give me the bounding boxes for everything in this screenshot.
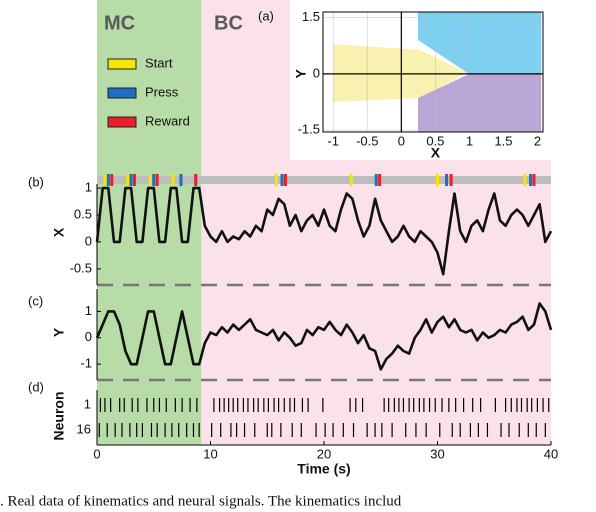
y-axis-label: Y	[51, 327, 67, 337]
x-tick-label: 10	[203, 446, 217, 461]
y-axis-label: X	[51, 227, 67, 237]
y-tick-label: 0	[85, 329, 92, 344]
x-tick-label: 20	[317, 446, 331, 461]
inset-y-tick-label: -1.5	[298, 122, 320, 137]
event-marker	[349, 174, 353, 186]
event-marker	[449, 174, 453, 186]
event-marker	[436, 174, 439, 186]
inset-y-tick-label: 1.5	[302, 9, 320, 24]
inset-x-tick-label: 1.5	[494, 133, 512, 148]
inset-x-label: X	[431, 145, 441, 161]
inset-x-tick-label: -1	[327, 133, 339, 148]
x-tick-label: 30	[430, 446, 444, 461]
y-tick-label: 1	[85, 180, 92, 195]
event-marker	[110, 174, 114, 186]
inset-x-tick-label: 0.5	[426, 133, 444, 148]
event-marker	[378, 174, 382, 186]
event-marker	[148, 174, 152, 186]
y-tick-label: -0.5	[70, 260, 92, 275]
event-marker	[103, 174, 107, 186]
panel-b-label: (b)	[28, 174, 44, 189]
event-marker	[274, 174, 278, 186]
event-marker	[126, 174, 130, 186]
mc-label: MC	[104, 12, 135, 34]
bc-label: BC	[214, 12, 243, 34]
event-marker	[374, 174, 378, 186]
panel-c-label: (c)	[28, 293, 43, 308]
y-tick-label: 0	[85, 233, 92, 248]
event-marker	[132, 174, 136, 186]
event-marker	[529, 174, 533, 186]
y-tick-label: 0.5	[74, 206, 92, 221]
start-region	[333, 44, 467, 102]
inset-x-tick-label: 1	[466, 133, 473, 148]
panel-d-label: (d)	[28, 379, 44, 394]
legend-swatch	[107, 116, 137, 128]
legend-swatch	[107, 58, 137, 70]
legend-swatch	[107, 87, 137, 99]
y-axis-label: Neuron	[51, 392, 67, 441]
row-label: 16	[77, 421, 91, 436]
event-marker	[179, 174, 183, 186]
event-marker	[194, 174, 198, 186]
event-marker	[445, 174, 449, 186]
event-bar	[97, 176, 551, 184]
inset-frame	[322, 11, 544, 133]
y-tick-label: 1	[85, 303, 92, 318]
y-tick-label: -1	[80, 356, 92, 371]
legend-label: Press	[145, 84, 179, 99]
mc-background	[97, 0, 202, 445]
inset-y-tick-label: 0	[313, 65, 320, 80]
event-marker	[280, 174, 284, 186]
inset-x-tick-label: -0.5	[356, 133, 378, 148]
row-label: 1	[84, 396, 91, 411]
event-marker	[155, 174, 159, 186]
event-marker	[106, 174, 110, 186]
x-tick-label: 40	[544, 446, 558, 461]
press-region	[418, 12, 541, 74]
reward-region	[418, 74, 541, 132]
panel-a-label: (a)	[258, 8, 274, 23]
event-marker	[523, 174, 527, 186]
event-marker	[283, 174, 287, 186]
event-marker	[152, 174, 156, 186]
trace	[95, 302, 553, 371]
trace	[95, 186, 553, 276]
event-marker	[129, 174, 133, 186]
legend-label: Start	[145, 55, 173, 70]
event-marker	[532, 174, 536, 186]
caption: . Real data of kinematics and neural sig…	[0, 493, 402, 509]
inset-x-tick-label: 0	[398, 133, 405, 148]
inset-y-label: Y	[293, 69, 309, 79]
x-tick-label: 0	[93, 446, 100, 461]
x-axis-label: Time (s)	[297, 461, 350, 477]
inset-x-tick-label: 2	[534, 133, 541, 148]
event-marker	[171, 174, 175, 186]
legend-label: Reward	[145, 113, 190, 128]
